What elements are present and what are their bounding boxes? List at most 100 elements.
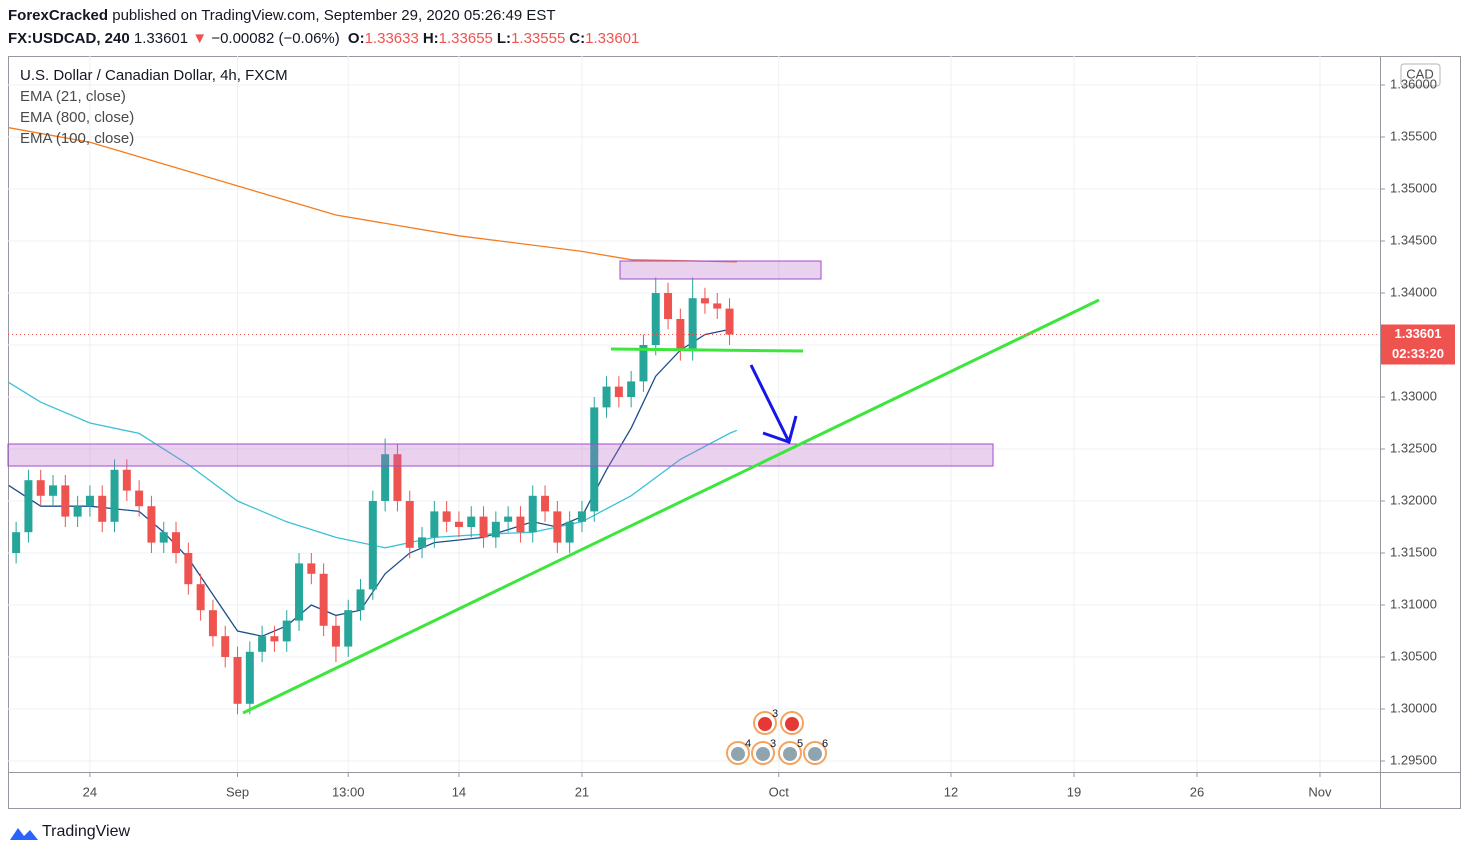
candle-body <box>393 454 402 501</box>
candle-body <box>258 636 267 652</box>
candle-body <box>541 495 550 512</box>
countdown: 02:33:20 <box>1392 346 1444 361</box>
candle-body <box>381 454 390 501</box>
y-tick-label: 1.30000 <box>1390 700 1437 715</box>
candle-body <box>356 589 365 611</box>
candle-body <box>725 308 734 335</box>
brand: TradingView <box>42 823 130 840</box>
candle-body <box>233 656 242 704</box>
candle-body <box>307 563 316 574</box>
last: 1.33601 <box>134 30 188 47</box>
x-tick-label: 12 <box>944 784 958 799</box>
candle-body <box>12 532 21 553</box>
candle-body <box>85 495 94 507</box>
x-tick-label: 19 <box>1067 784 1081 799</box>
candle-body <box>196 584 205 611</box>
logo: TradingView <box>10 823 130 840</box>
candle-body <box>184 552 193 585</box>
candle-body <box>36 480 45 496</box>
candle-body <box>688 298 697 351</box>
y-tick-label: 1.36000 <box>1390 76 1437 91</box>
event-count: 6 <box>822 738 828 750</box>
y-tick-label: 1.32500 <box>1390 440 1437 455</box>
ohlc-value: 1.33555 <box>511 30 565 47</box>
candle-body <box>553 511 562 543</box>
candle-body <box>135 490 144 507</box>
candle-body <box>602 386 611 408</box>
event-flag <box>785 717 799 731</box>
event-count: 3 <box>772 708 778 720</box>
candle-body <box>147 506 156 543</box>
candle-body <box>49 485 58 496</box>
candle-body <box>110 469 119 522</box>
grid <box>8 56 1380 772</box>
y-tick-label: 1.35000 <box>1390 180 1437 195</box>
candle-body <box>221 636 230 657</box>
event-count: 5 <box>797 738 803 750</box>
y-tick-label: 1.32000 <box>1390 492 1437 507</box>
candle-body <box>565 521 574 543</box>
ohlc-label: C: <box>569 30 585 47</box>
ohlc-value: 1.33655 <box>439 30 493 47</box>
ohlc-label: H: <box>423 30 439 47</box>
candle-body <box>479 516 488 538</box>
x-tick-label: 14 <box>452 784 466 799</box>
frame <box>8 56 1461 809</box>
candle-body <box>24 480 33 533</box>
candle-body <box>627 381 636 397</box>
candle-body <box>159 532 168 543</box>
candle-body <box>208 610 217 637</box>
y-tick-label: 1.34500 <box>1390 232 1437 247</box>
change: −0.00082 (−0.06%) <box>211 30 339 47</box>
candle-body <box>651 293 660 345</box>
x-tick-label: Nov <box>1308 784 1332 799</box>
ohlc-value: 1.33633 <box>365 30 419 47</box>
legend-entry: EMA (21, close) <box>20 88 126 105</box>
header-line-1: ForexCracked published on TradingView.co… <box>8 7 556 24</box>
author: ForexCracked <box>8 7 108 24</box>
logo-mark <box>10 828 38 840</box>
y-tick-label: 1.35500 <box>1390 128 1437 143</box>
chart-title: U.S. Dollar / Canadian Dollar, 4h, FXCM <box>20 67 288 84</box>
header-line-2: FX:USDCAD, 240 1.33601 ▼ −0.00082 (−0.06… <box>8 30 639 47</box>
candle-body <box>122 469 131 491</box>
neckline <box>610 347 804 353</box>
legend: U.S. Dollar / Canadian Dollar, 4h, FXCM … <box>20 67 288 147</box>
candle-body <box>368 500 377 590</box>
y-tick-label: 1.33000 <box>1390 388 1437 403</box>
last-price-tag <box>1381 324 1455 365</box>
candle-body <box>590 407 599 512</box>
y-tick-label: 1.30500 <box>1390 648 1437 663</box>
ema-line <box>8 381 738 549</box>
legend-entry: EMA (800, close) <box>20 109 134 126</box>
legend-entry: EMA (100, close) <box>20 130 134 147</box>
event-count: 4 <box>745 738 751 750</box>
ohlc-value: 1.33601 <box>585 30 639 47</box>
candle-body <box>282 620 291 642</box>
arrow <box>749 364 798 444</box>
trend-line <box>242 298 1100 715</box>
support-zone <box>7 443 994 467</box>
candle-body <box>331 625 340 647</box>
event-count: 3 <box>770 738 776 750</box>
candle-body <box>98 495 107 522</box>
x-tick-label: 13:00 <box>332 784 365 799</box>
ohlc-label: O: <box>348 30 365 47</box>
candle-body <box>467 516 476 527</box>
candle-body <box>516 516 525 533</box>
candle-body <box>614 386 623 397</box>
ema-line <box>8 127 737 263</box>
candle-body <box>405 500 414 548</box>
event-flag <box>731 747 745 761</box>
symbol: FX:USDCAD, 240 <box>8 30 130 47</box>
arrow: ▼ <box>192 30 207 47</box>
candle-body <box>430 511 439 538</box>
candle-body <box>639 344 648 382</box>
candle-body <box>344 610 353 647</box>
resistance-zone <box>619 260 822 280</box>
event-flag <box>808 747 822 761</box>
currency: CAD <box>1406 66 1433 81</box>
candle-body <box>504 516 513 522</box>
